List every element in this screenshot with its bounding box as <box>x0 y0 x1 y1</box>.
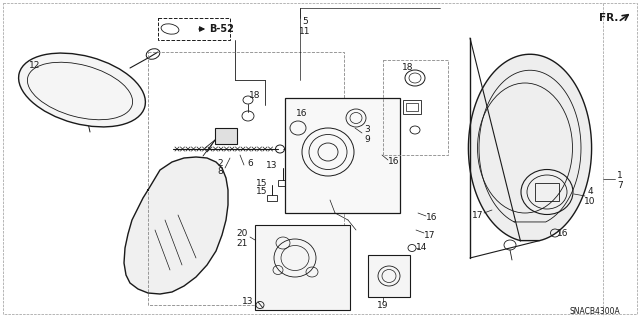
Text: 19: 19 <box>377 301 388 310</box>
Text: 5: 5 <box>302 18 308 26</box>
Bar <box>383 60 448 155</box>
Bar <box>267 195 277 201</box>
Text: 15: 15 <box>256 188 268 197</box>
Bar <box>285 98 400 213</box>
Text: 16: 16 <box>388 158 400 167</box>
Text: 12: 12 <box>29 61 41 70</box>
Text: 13: 13 <box>266 160 278 169</box>
Text: 18: 18 <box>403 63 413 71</box>
Text: 17: 17 <box>424 231 436 240</box>
Bar <box>403 100 421 114</box>
Bar <box>406 103 418 111</box>
Text: 8: 8 <box>217 167 223 176</box>
Text: 17: 17 <box>472 211 484 219</box>
Text: 4: 4 <box>587 188 593 197</box>
Ellipse shape <box>19 53 145 127</box>
Text: 16: 16 <box>426 213 438 222</box>
Text: B-52: B-52 <box>209 24 234 34</box>
Text: 18: 18 <box>249 91 260 100</box>
Bar <box>535 183 559 201</box>
Text: 21: 21 <box>237 239 248 248</box>
Text: 15: 15 <box>256 179 268 188</box>
Bar <box>215 128 237 144</box>
Text: 1: 1 <box>617 170 623 180</box>
Text: 16: 16 <box>557 228 569 238</box>
Bar <box>148 52 344 305</box>
Text: 13: 13 <box>241 298 253 307</box>
Bar <box>278 180 288 186</box>
Text: 10: 10 <box>584 197 596 206</box>
Text: 9: 9 <box>364 136 370 145</box>
Text: FR.: FR. <box>599 13 619 23</box>
Text: 11: 11 <box>300 26 311 35</box>
Text: 20: 20 <box>237 228 248 238</box>
Polygon shape <box>124 157 228 294</box>
Text: 6: 6 <box>247 159 253 167</box>
Bar <box>158 18 230 40</box>
Bar <box>255 225 350 310</box>
Text: 3: 3 <box>364 125 370 135</box>
Text: 7: 7 <box>617 181 623 189</box>
Ellipse shape <box>521 169 573 214</box>
Polygon shape <box>468 54 591 241</box>
Text: 2: 2 <box>217 159 223 167</box>
Text: 16: 16 <box>296 108 308 117</box>
Text: 14: 14 <box>416 243 428 253</box>
Text: SNACB4300A: SNACB4300A <box>570 308 621 316</box>
Bar <box>368 255 410 297</box>
